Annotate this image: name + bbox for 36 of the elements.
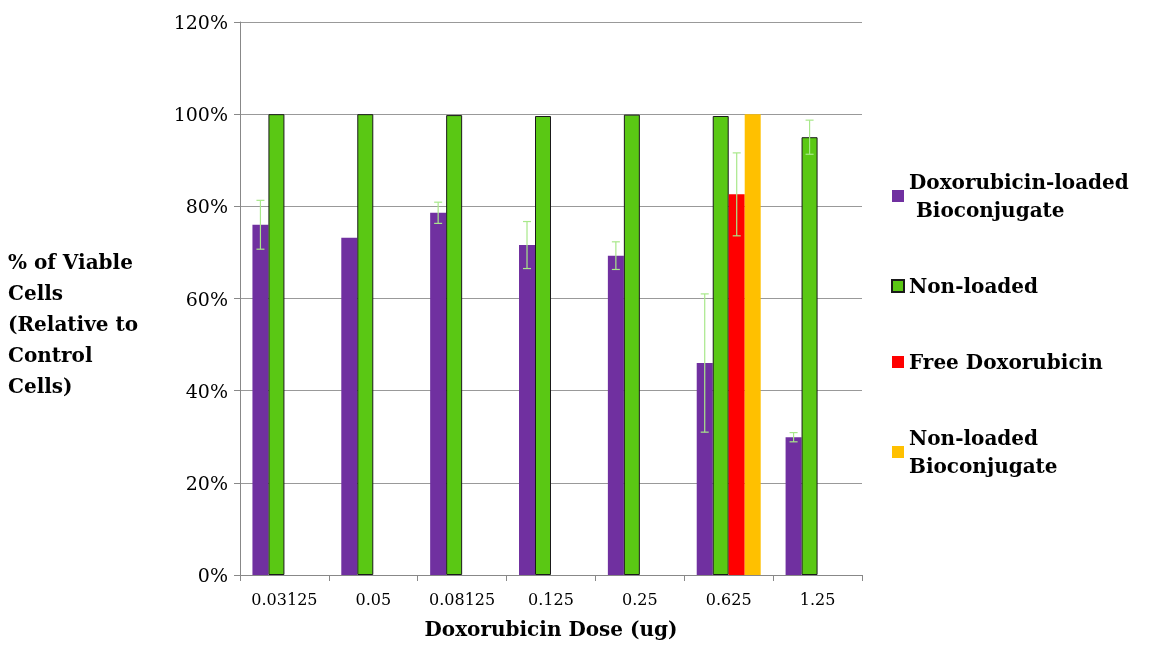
- legend-label: Non-loaded: [909, 274, 1039, 298]
- x-tick-label: 0.125: [528, 589, 574, 609]
- y-axis-title: % of Viable Cells (Relative to Control Cells): [8, 250, 146, 398]
- legend-label: Free Doxorubicin: [909, 350, 1104, 374]
- y-tick-label: 60%: [185, 287, 228, 310]
- bar: [801, 137, 818, 575]
- y-tick-label: 120%: [173, 11, 228, 33]
- x-tick-label: 0.05: [355, 589, 392, 609]
- bar: [785, 437, 802, 575]
- x-axis-title: Doxorubicin Dose (ug): [424, 617, 678, 641]
- legend-label: Doxorubicin-loaded Bioconjugate: [909, 170, 1129, 222]
- y-tick-label: 80%: [185, 195, 228, 218]
- bar: [623, 114, 640, 575]
- bar: [607, 255, 624, 575]
- y-tick-label: 100%: [173, 103, 228, 126]
- x-tick-label: 0.25: [622, 589, 658, 609]
- bar: [519, 245, 536, 575]
- bar: [357, 114, 374, 575]
- bar: [341, 237, 358, 575]
- y-tick-label: 20%: [185, 471, 228, 494]
- bar: [744, 114, 761, 575]
- bar: [535, 116, 551, 575]
- y-tick-label: 0%: [197, 564, 228, 586]
- bar: [446, 115, 463, 575]
- x-tick-label: 1.25: [799, 589, 836, 609]
- x-tick-label: 0.08125: [429, 589, 496, 609]
- bar: [728, 194, 745, 575]
- bar: [268, 114, 285, 575]
- bar: [252, 224, 269, 575]
- bar: [430, 212, 447, 575]
- x-tick-label: 0.03125: [251, 589, 318, 609]
- legend-label: Non-loaded Bioconjugate: [909, 426, 1058, 478]
- bar: [696, 363, 713, 575]
- y-tick-label: 40%: [185, 379, 228, 402]
- x-tick-label: 0.625: [705, 589, 752, 609]
- bar: [712, 116, 729, 575]
